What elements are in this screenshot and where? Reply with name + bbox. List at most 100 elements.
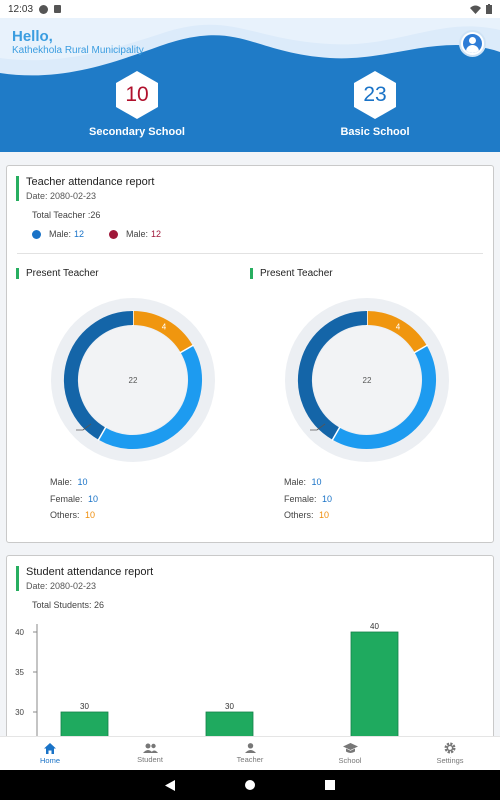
secondary-school-label: Secondary School xyxy=(89,126,185,138)
basic-school-stat[interactable]: 23 Basic School xyxy=(295,70,455,138)
gear-icon xyxy=(444,742,456,754)
nav-home-label: Home xyxy=(39,755,60,765)
donut-hole xyxy=(79,326,187,434)
divider xyxy=(17,253,483,254)
hexagon-icon xyxy=(354,71,396,119)
nav-school[interactable]: School xyxy=(300,737,400,770)
donut-leader-line xyxy=(310,423,326,431)
nav-settings-label: Settings xyxy=(436,756,464,765)
header-banner: Hello, Kathekhola Rural Municipality 10 … xyxy=(0,18,500,152)
secondary-school-stat[interactable]: 10 Secondary School xyxy=(57,70,217,138)
present-teacher-title: Present Teacher xyxy=(16,268,99,279)
bar-value-label: 40 xyxy=(370,622,379,631)
stat-others-label: Others: xyxy=(284,510,314,520)
nav-settings[interactable]: Settings xyxy=(400,737,500,770)
y-tick-label: 35 xyxy=(15,668,24,677)
donut-segment xyxy=(132,311,193,353)
donut-center-value: 22 xyxy=(363,376,372,385)
legend-value: 12 xyxy=(151,229,162,239)
profile-avatar[interactable] xyxy=(459,30,486,57)
stat-male-value: 10 xyxy=(77,477,88,487)
people-icon xyxy=(142,743,158,753)
secondary-school-count: 10 xyxy=(125,83,149,106)
back-icon[interactable] xyxy=(165,779,175,791)
student-report-date: Date: 2080-02-23 xyxy=(26,581,97,591)
nav-teacher[interactable]: Teacher xyxy=(200,737,300,770)
teacher-report-header: Teacher attendance report Date: 2080-02-… xyxy=(16,176,154,201)
stat-male-value: 10 xyxy=(311,477,322,487)
donut-hole xyxy=(313,326,421,434)
donut-segment xyxy=(332,345,436,449)
donut-separator xyxy=(97,426,107,441)
nav-student-label: Student xyxy=(137,755,163,764)
present-teacher-stats: Male: 10 Female: 10 Others: 10 xyxy=(284,474,332,524)
stat-female: Female: 10 xyxy=(50,491,98,508)
bar-value-label: 30 xyxy=(225,702,234,711)
present-teacher-stats: Male: 10 Female: 10 Others: 10 xyxy=(50,474,98,524)
donut-segment xyxy=(366,311,427,353)
stat-others: Others: 10 xyxy=(50,507,98,524)
wifi-icon xyxy=(470,5,481,14)
donut-separator xyxy=(331,426,341,441)
system-navigation-bar xyxy=(0,770,500,800)
donut-segment-label: 4 xyxy=(162,322,167,331)
legend-label: Male: xyxy=(126,229,149,239)
stat-others-value: 10 xyxy=(85,510,96,520)
student-total: Total Students: 26 xyxy=(32,600,105,610)
nav-school-label: School xyxy=(338,755,362,765)
battery-icon xyxy=(486,4,492,14)
student-report-header: Student attendance report Date: 2080-02-… xyxy=(16,566,153,591)
stat-female-label: Female: xyxy=(284,493,317,504)
teacher-total: Total Teacher :26 xyxy=(32,210,101,220)
bottom-navigation: Home Student Teacher School Settings xyxy=(0,736,500,770)
teacher-report-title: Teacher attendance report xyxy=(26,176,155,188)
status-bar: 12:03 xyxy=(0,0,500,18)
student-report-title: Student attendance report xyxy=(26,566,154,578)
y-tick-label: 40 xyxy=(15,628,24,637)
recents-icon[interactable] xyxy=(325,780,335,790)
legend-value: 12 xyxy=(74,229,85,239)
teacher-report-date: Date: 2080-02-23 xyxy=(26,191,97,201)
y-tick-label: 30 xyxy=(15,708,24,717)
legend-dot xyxy=(109,229,118,239)
bar-value-label: 30 xyxy=(80,702,89,711)
nav-student[interactable]: Student xyxy=(100,737,200,770)
user-icon xyxy=(463,34,482,53)
stat-female: Female: 10 xyxy=(284,491,332,508)
bar xyxy=(350,631,399,744)
home-button-icon[interactable] xyxy=(245,780,255,790)
donut-segment xyxy=(98,345,202,449)
stat-female-value: 10 xyxy=(88,493,99,504)
donut-segment-label: 4 xyxy=(396,322,401,331)
present-teacher-donut: 4 22 xyxy=(285,298,449,462)
present-teacher-donut: 4 22 xyxy=(51,298,215,462)
donut-separator xyxy=(413,344,428,354)
stat-male: Male: 10 xyxy=(50,474,98,491)
header-wave xyxy=(0,18,500,76)
donut-segment xyxy=(298,311,368,440)
student-bar-chart: 30 35 40 30 30 40 xyxy=(15,622,399,744)
basic-school-label: Basic School xyxy=(340,126,410,138)
student-attendance-card: Student attendance report Date: 2080-02-… xyxy=(6,555,494,745)
teacher-attendance-card: Teacher attendance report Date: 2080-02-… xyxy=(6,165,494,543)
home-icon xyxy=(44,742,56,754)
stat-male-label: Male: xyxy=(50,477,73,487)
organization-name: Kathekhola Rural Municipality xyxy=(12,45,144,56)
stat-male-label: Male: xyxy=(284,477,307,487)
stat-others-label: Others: xyxy=(50,510,80,520)
nav-home[interactable]: Home xyxy=(0,737,100,770)
stat-female-value: 10 xyxy=(322,493,333,504)
status-time: 12:03 xyxy=(8,3,34,15)
teacher-legend-male: Male: 12 xyxy=(32,229,84,239)
teacher-legend-male-2: Male: 12 xyxy=(109,229,161,239)
donut-segment xyxy=(64,311,134,440)
donut-leader-line xyxy=(76,423,92,431)
basic-school-count: 23 xyxy=(363,83,387,106)
notification-icon xyxy=(39,4,49,14)
person-icon xyxy=(244,743,256,753)
stat-others: Others: 10 xyxy=(284,507,332,524)
legend-label: Male: xyxy=(49,229,72,239)
stat-male: Male: 10 xyxy=(284,474,332,491)
lock-icon xyxy=(54,5,62,13)
nav-teacher-label: Teacher xyxy=(236,755,264,764)
